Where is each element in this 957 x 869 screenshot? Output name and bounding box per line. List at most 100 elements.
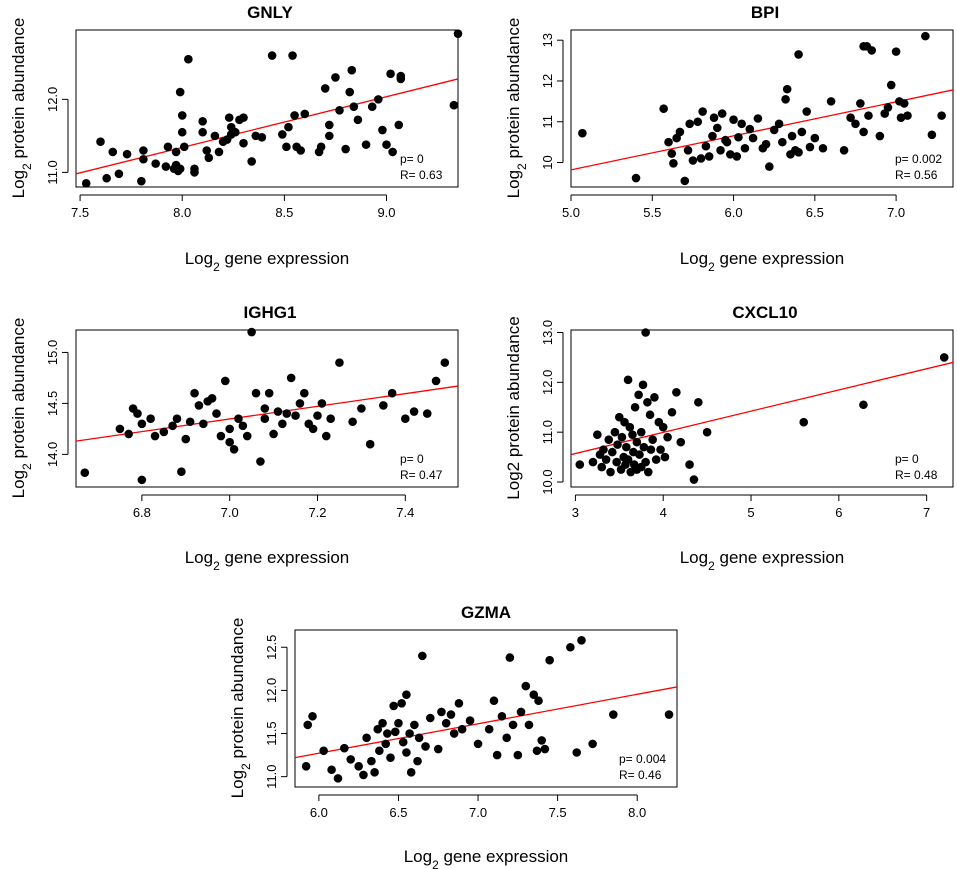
x-tick-label: 7 <box>923 505 930 520</box>
data-point <box>239 138 248 148</box>
data-point <box>396 71 406 81</box>
data-point <box>282 409 292 418</box>
panel-gzma: GZMA 6.0 6.5 7.0 7.5 8.0 11.0 11.5 12.0 12.5 Log2 … <box>228 603 678 869</box>
panel-ighg1: IGHG1 6.8 7.0 7.2 7.4 14.0 14.5 15.0 Log2 gene e… <box>9 303 459 573</box>
data-point <box>190 388 199 398</box>
r-value-label: R= 0.47 <box>400 468 443 482</box>
data-point <box>597 462 607 472</box>
data-point <box>383 729 392 738</box>
data-point <box>617 432 627 442</box>
data-point <box>607 447 617 457</box>
data-point <box>137 176 146 186</box>
y-tick-label: 10 <box>540 155 555 169</box>
data-point <box>388 147 397 157</box>
data-point <box>133 409 142 418</box>
data-point <box>702 427 712 437</box>
data-point <box>418 651 427 661</box>
data-point <box>623 375 633 385</box>
data-point <box>80 468 90 478</box>
data-point <box>199 419 208 429</box>
data-point <box>774 119 784 129</box>
data-point <box>676 437 686 447</box>
data-point <box>194 401 204 410</box>
data-point <box>712 123 722 133</box>
p-value-label: p= 0.002 <box>895 152 942 166</box>
data-point <box>406 768 416 777</box>
data-point <box>513 750 523 760</box>
data-point <box>623 455 633 464</box>
x-tick-label: 6.0 <box>310 805 328 820</box>
data-point <box>207 394 217 403</box>
x-tick-label: 5 <box>747 505 754 520</box>
data-point <box>301 761 311 771</box>
data-point <box>300 109 310 119</box>
data-point <box>540 744 550 754</box>
data-point <box>737 119 746 129</box>
x-tick-label: 6 <box>835 505 842 520</box>
regression-line <box>571 89 953 171</box>
data-point <box>288 51 297 60</box>
plot-frame <box>75 29 459 188</box>
data-point <box>282 142 291 152</box>
data-point <box>387 388 397 398</box>
panel-bpi: BPI 5.0 5.5 6.0 6.5 7.0 10 11 12 13 Log2 gene expr… <box>504 3 954 274</box>
data-point <box>545 655 554 665</box>
data-point <box>787 131 797 141</box>
data-point <box>321 431 331 441</box>
data-point <box>124 429 133 439</box>
data-point <box>225 424 234 434</box>
chart-title: IGHG1 <box>244 303 297 322</box>
data-point <box>202 146 212 155</box>
data-point <box>269 429 278 439</box>
data-point <box>484 724 494 734</box>
data-point <box>402 748 411 757</box>
y-tick-label: 12 <box>540 74 555 88</box>
data-point <box>761 139 771 149</box>
p-value-label: p= 0.004 <box>619 752 666 766</box>
data-point <box>179 142 189 152</box>
x-tick-label: 6.5 <box>806 205 824 220</box>
data-point <box>341 144 350 154</box>
data-point <box>137 475 147 485</box>
y-axis-title: Log2 protein abundance <box>9 18 34 199</box>
data-point <box>622 442 631 452</box>
data-point <box>612 457 621 467</box>
data-point <box>641 457 650 467</box>
data-point <box>190 164 199 174</box>
data-point <box>492 750 502 760</box>
r-value-label: R= 0.56 <box>895 168 938 182</box>
data-point <box>382 140 391 149</box>
data-point <box>658 422 668 432</box>
data-points <box>578 31 946 186</box>
data-point <box>508 720 518 730</box>
data-point <box>257 133 267 142</box>
plot-frame <box>570 29 954 188</box>
x-tick-label: 7.2 <box>308 505 326 520</box>
panel-gnly: GNLY 7.5 8.0 8.5 9.0 11.0 12.0 Log2 gene expres… <box>9 3 463 274</box>
data-point <box>379 401 388 410</box>
data-point <box>716 145 725 155</box>
data-point <box>139 146 148 155</box>
data-point <box>354 761 363 771</box>
data-point <box>198 127 207 137</box>
data-point <box>296 146 306 155</box>
data-point <box>781 95 790 104</box>
data-point <box>122 149 132 159</box>
data-point <box>267 51 277 60</box>
y-tick-label: 10.0 <box>540 469 555 494</box>
y-tick-label: 11.5 <box>264 721 279 745</box>
data-point <box>367 102 377 111</box>
data-point <box>365 439 375 449</box>
data-point <box>864 111 873 120</box>
data-point <box>340 743 349 753</box>
x-tick-label: 8.0 <box>173 205 191 220</box>
y-tick-label: 13.0 <box>540 320 555 345</box>
data-point <box>449 729 459 738</box>
data-point <box>645 410 655 420</box>
data-point <box>734 132 743 142</box>
data-point <box>373 724 383 734</box>
data-point <box>414 733 424 743</box>
data-point <box>171 147 181 157</box>
data-point <box>224 113 234 122</box>
y-tick-label: 11.0 <box>540 420 555 444</box>
